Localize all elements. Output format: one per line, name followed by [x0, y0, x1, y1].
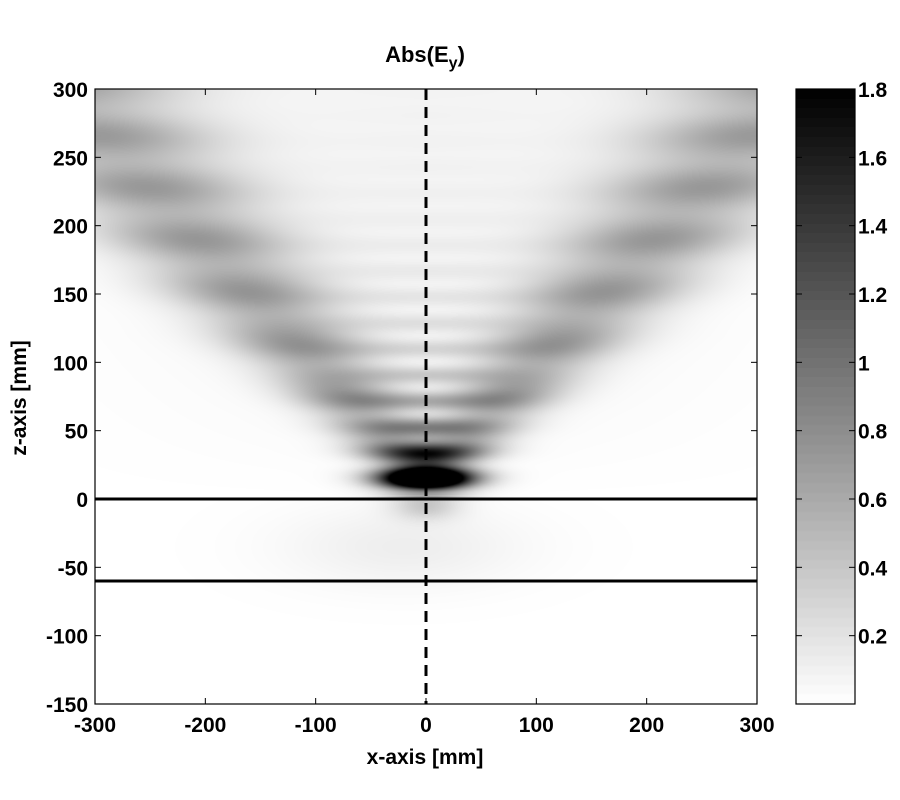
- y-axis-label: z-axis [mm]: [8, 340, 31, 456]
- colorbar-tick-label: 1: [858, 352, 870, 375]
- colorbar-tick-label: 0.4: [858, 557, 888, 580]
- x-tick-label: -100: [295, 714, 337, 737]
- colorbar-tick-label: 1.8: [858, 79, 888, 102]
- colorbar-tick-label: 1.4: [858, 216, 888, 239]
- y-tick-label: -100: [46, 626, 88, 649]
- x-tick-label: -200: [184, 714, 226, 737]
- chart-title: Abs(Ey): [385, 42, 465, 72]
- y-tick-label: 150: [53, 284, 88, 307]
- x-axis-ticks: -300 -200 -100 0 100 200 300: [74, 89, 775, 737]
- x-tick-label: -300: [74, 714, 116, 737]
- colorbar-tick-label: 0.8: [858, 421, 888, 444]
- colorbar-tick-label: 1.6: [858, 147, 887, 170]
- x-tick-label: 200: [629, 714, 664, 737]
- x-tick-label: 0: [420, 714, 432, 737]
- x-axis-label: x-axis [mm]: [367, 746, 484, 769]
- y-tick-label: 200: [53, 216, 88, 239]
- colorbar-gradient: [796, 89, 855, 704]
- y-tick-label: 0: [76, 489, 88, 512]
- reference-lines: [95, 89, 757, 704]
- colorbar-frame: [795, 88, 856, 705]
- y-tick-label: 50: [65, 421, 88, 444]
- y-tick-label: 100: [53, 352, 88, 375]
- y-tick-label: -150: [46, 694, 88, 717]
- x-tick-label: 100: [519, 714, 554, 737]
- y-tick-label: 300: [53, 79, 88, 102]
- colorbar-ticks: 0.2 0.4 0.6 0.8 1 1.2 1.4 1.6 1.8: [796, 79, 888, 649]
- colorbar-tick-label: 1.2: [858, 284, 887, 307]
- y-tick-label: -50: [58, 557, 88, 580]
- y-axis-ticks: -150 -100 -50 0 50 100 150 200 250 300: [46, 79, 757, 717]
- x-tick-label: 300: [739, 714, 774, 737]
- y-tick-label: 250: [53, 147, 88, 170]
- colorbar: 0.2 0.4 0.6 0.8 1 1.2 1.4 1.6 1.8: [795, 79, 888, 705]
- colorbar-tick-label: 0.2: [858, 626, 887, 649]
- colorbar-tick-label: 0.6: [858, 489, 887, 512]
- chart-title-subscript: y: [449, 55, 458, 72]
